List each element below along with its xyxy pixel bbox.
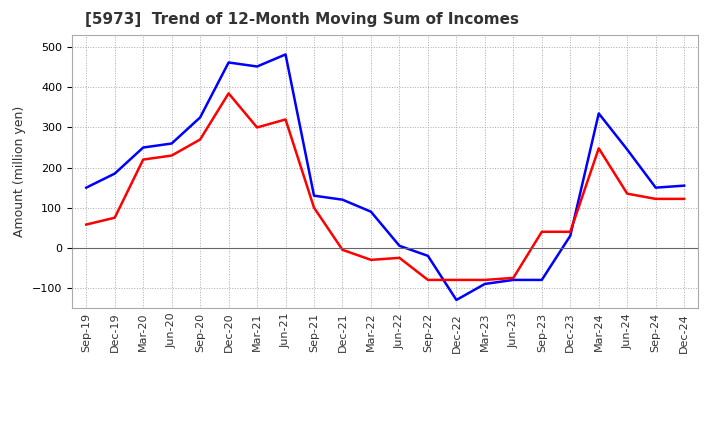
- Ordinary Income: [480, 281, 489, 286]
- Ordinary Income: [652, 185, 660, 190]
- Net Income: [452, 277, 461, 282]
- Ordinary Income: [537, 277, 546, 282]
- Line: Ordinary Income: Ordinary Income: [86, 55, 684, 300]
- Ordinary Income: [509, 277, 518, 282]
- Ordinary Income: [566, 233, 575, 238]
- Text: [5973]  Trend of 12-Month Moving Sum of Incomes: [5973] Trend of 12-Month Moving Sum of I…: [84, 12, 518, 27]
- Net Income: [82, 222, 91, 227]
- Net Income: [566, 229, 575, 235]
- Net Income: [139, 157, 148, 162]
- Ordinary Income: [196, 115, 204, 120]
- Net Income: [595, 146, 603, 151]
- Net Income: [225, 91, 233, 96]
- Net Income: [423, 277, 432, 282]
- Net Income: [282, 117, 290, 122]
- Ordinary Income: [310, 193, 318, 198]
- Net Income: [480, 277, 489, 282]
- Net Income: [680, 196, 688, 202]
- Ordinary Income: [110, 171, 119, 176]
- Net Income: [253, 125, 261, 130]
- Ordinary Income: [338, 197, 347, 202]
- Ordinary Income: [366, 209, 375, 214]
- Ordinary Income: [595, 111, 603, 116]
- Ordinary Income: [225, 60, 233, 65]
- Net Income: [196, 137, 204, 142]
- Ordinary Income: [452, 297, 461, 303]
- Ordinary Income: [623, 147, 631, 152]
- Net Income: [652, 196, 660, 202]
- Net Income: [623, 191, 631, 196]
- Y-axis label: Amount (million yen): Amount (million yen): [14, 106, 27, 237]
- Ordinary Income: [680, 183, 688, 188]
- Ordinary Income: [253, 64, 261, 69]
- Ordinary Income: [282, 52, 290, 57]
- Net Income: [395, 255, 404, 260]
- Ordinary Income: [395, 243, 404, 249]
- Net Income: [366, 257, 375, 263]
- Ordinary Income: [423, 253, 432, 258]
- Net Income: [509, 275, 518, 281]
- Net Income: [310, 205, 318, 210]
- Line: Net Income: Net Income: [86, 93, 684, 280]
- Net Income: [338, 247, 347, 253]
- Net Income: [167, 153, 176, 158]
- Ordinary Income: [82, 185, 91, 190]
- Net Income: [110, 215, 119, 220]
- Ordinary Income: [139, 145, 148, 150]
- Ordinary Income: [167, 141, 176, 146]
- Net Income: [537, 229, 546, 235]
